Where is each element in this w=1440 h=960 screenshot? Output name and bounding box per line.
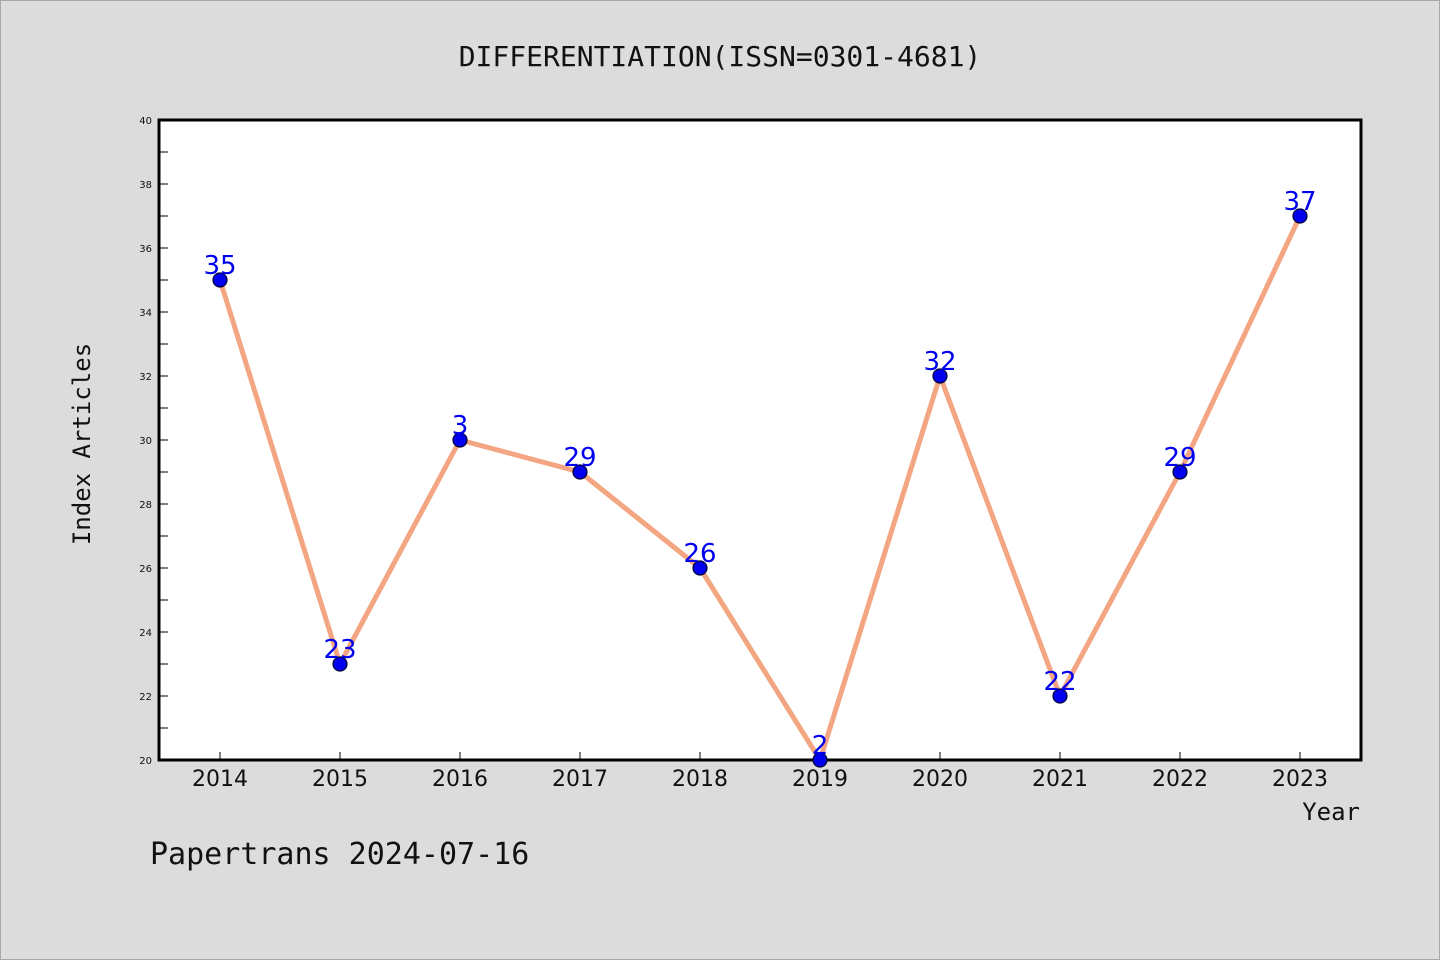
data-label: 29	[1163, 443, 1196, 473]
data-point	[932, 368, 948, 384]
y-tick-label: 38	[139, 180, 152, 191]
data-label: 23	[323, 635, 356, 665]
data-label: 26	[683, 539, 716, 569]
data-point	[1292, 208, 1308, 224]
data-label: 29	[563, 443, 596, 473]
series-line-group	[217, 214, 1303, 763]
x-tick-label: 2022	[1152, 767, 1208, 792]
data-label: 37	[1283, 187, 1316, 217]
chart-title: DIFFERENTIATION(ISSN=0301-4681)	[459, 40, 982, 73]
series-line	[217, 214, 1303, 763]
y-tick-label: 28	[139, 500, 152, 511]
x-axis-label: Year	[1302, 798, 1360, 826]
data-label: 3	[452, 411, 469, 441]
data-point	[452, 432, 468, 448]
y-tick-label: 20	[139, 756, 152, 767]
plot-area	[157, 118, 1363, 762]
x-axis-ticks: 2014 2015 2016 2017 2018 2019 2020 2021 2022 2023	[192, 752, 1328, 792]
x-tick-label: 2017	[552, 767, 608, 792]
data-point	[1052, 688, 1068, 704]
data-point	[212, 272, 228, 288]
series-points-group	[212, 208, 1308, 768]
y-axis-label: Index Articles	[68, 343, 96, 545]
y-tick-label: 32	[139, 372, 152, 383]
x-tick-label: 2019	[792, 767, 848, 792]
y-tick-label: 34	[139, 308, 152, 319]
data-label: 22	[1043, 667, 1076, 697]
y-tick-label: 30	[139, 436, 152, 447]
x-tick-label: 2018	[672, 767, 728, 792]
x-tick-label: 2015	[312, 767, 368, 792]
data-label: 35	[203, 251, 236, 281]
y-tick-label: 26	[139, 564, 152, 575]
data-point	[332, 656, 348, 672]
footer-credit: Papertrans 2024-07-16	[150, 837, 529, 872]
x-tick-label: 2016	[432, 767, 488, 792]
data-label: 32	[923, 347, 956, 377]
y-tick-label: 36	[139, 244, 152, 255]
data-point	[572, 464, 588, 480]
data-labels-group: 35 23 3 29 26 2 32 22 29 37	[203, 187, 1316, 761]
y-axis-ticks: 20 22 24 26 28 30 32 34 36 38 40	[139, 116, 168, 767]
data-point	[812, 752, 828, 768]
x-tick-label: 2020	[912, 767, 968, 792]
y-tick-label: 22	[139, 692, 152, 703]
y-tick-label: 40	[139, 116, 152, 127]
x-tick-label: 2014	[192, 767, 248, 792]
data-point	[1172, 464, 1188, 480]
x-tick-label: 2023	[1272, 767, 1328, 792]
y-tick-label: 24	[139, 628, 152, 639]
x-tick-label: 2021	[1032, 767, 1088, 792]
data-label: 2	[812, 731, 829, 761]
data-point	[692, 560, 708, 576]
